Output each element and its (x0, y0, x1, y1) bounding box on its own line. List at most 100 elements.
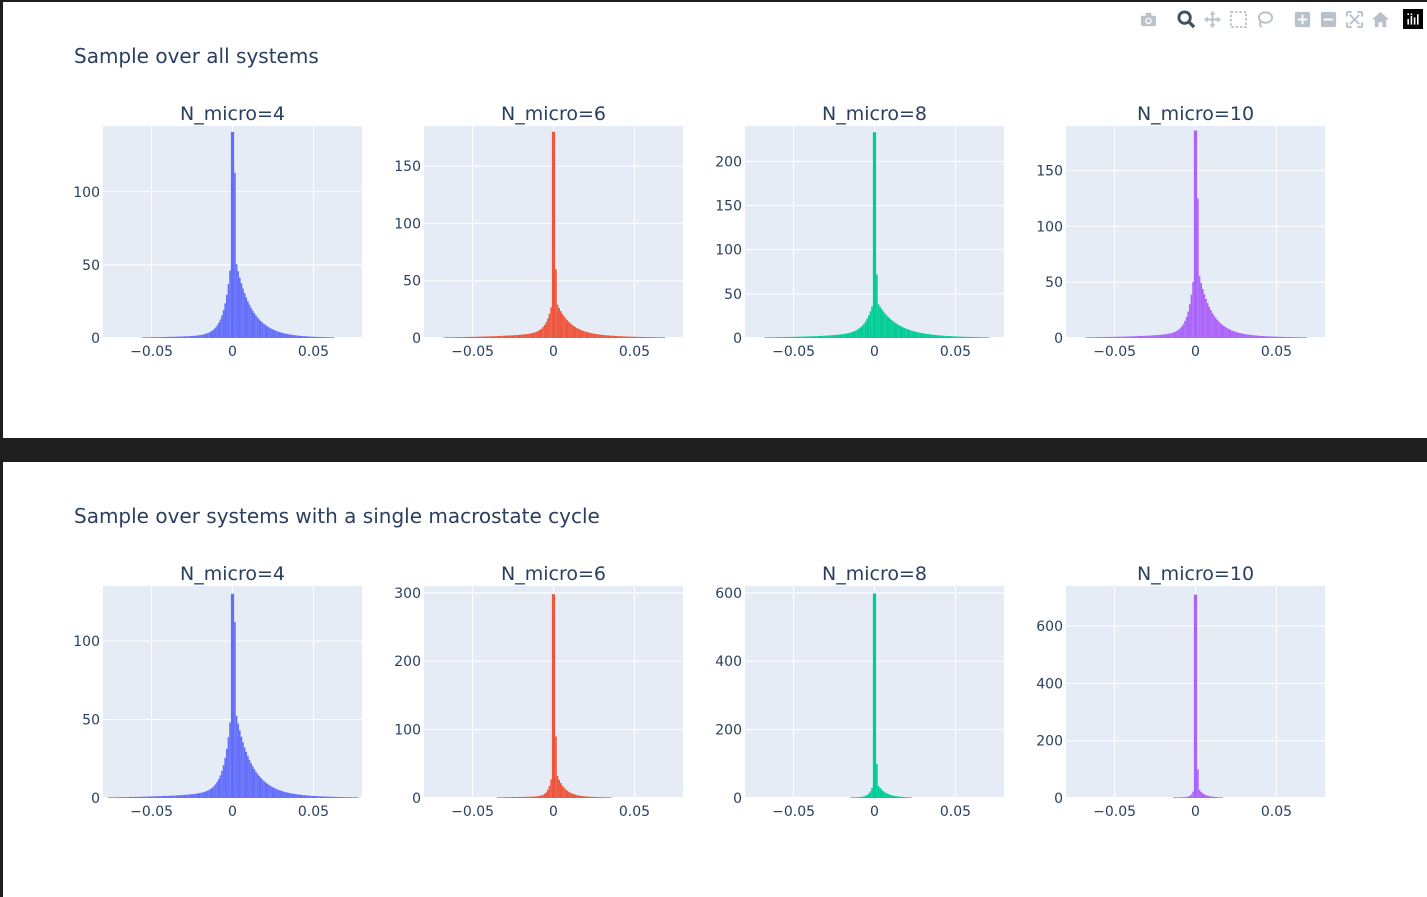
histogram-bar[interactable] (250, 307, 252, 338)
histogram-bar[interactable] (527, 796, 530, 798)
histogram-bar[interactable] (119, 797, 121, 798)
histogram-bar[interactable] (162, 336, 165, 338)
histogram-bar[interactable] (1195, 130, 1198, 338)
histogram-bar[interactable] (927, 334, 930, 338)
histogram-bar[interactable] (159, 337, 162, 338)
histogram-bar[interactable] (568, 791, 570, 798)
histogram-bar[interactable] (1193, 130, 1196, 338)
histogram-bar[interactable] (1263, 336, 1266, 338)
histogram-bar[interactable] (342, 797, 345, 798)
histogram-bar[interactable] (871, 787, 873, 798)
histogram-bar[interactable] (1224, 327, 1227, 338)
histogram-bar[interactable] (277, 331, 280, 338)
histogram-bar[interactable] (543, 793, 546, 798)
histogram-bar[interactable] (483, 336, 486, 338)
histogram-bar[interactable] (838, 334, 841, 338)
histogram-bar[interactable] (785, 336, 788, 338)
histogram-bar[interactable] (960, 336, 962, 338)
histogram-bar[interactable] (887, 794, 890, 798)
histogram-bar[interactable] (937, 335, 940, 338)
plotly-logo-icon[interactable] (1403, 9, 1423, 29)
histogram-bar[interactable] (903, 797, 906, 798)
histogram-bar[interactable] (261, 779, 264, 798)
histogram-bar[interactable] (158, 337, 160, 338)
histogram-bar[interactable] (1203, 294, 1206, 338)
histogram-bar[interactable] (961, 336, 964, 338)
histogram-bar[interactable] (804, 336, 807, 338)
histogram-bar[interactable] (1193, 594, 1196, 798)
histogram-bar[interactable] (529, 333, 531, 338)
histogram-bar[interactable] (120, 797, 123, 798)
histogram-bar[interactable] (1114, 336, 1117, 338)
histogram-bar[interactable] (572, 325, 575, 338)
histogram-bar[interactable] (487, 336, 489, 338)
histogram-bar[interactable] (861, 325, 864, 338)
histogram-bar[interactable] (597, 797, 599, 798)
histogram-bar[interactable] (326, 337, 329, 338)
histogram-bar[interactable] (347, 797, 350, 798)
histogram-bar[interactable] (548, 785, 551, 798)
histogram-bar[interactable] (261, 322, 264, 338)
histogram-bar[interactable] (190, 336, 193, 338)
histogram-bar[interactable] (623, 336, 625, 338)
histogram-bar[interactable] (161, 337, 163, 338)
histogram-bar[interactable] (443, 337, 446, 338)
histogram-bar[interactable] (117, 797, 120, 798)
histogram-bar[interactable] (563, 316, 565, 338)
histogram-bar[interactable] (285, 792, 288, 798)
histogram-bar[interactable] (245, 751, 248, 798)
histogram-bar[interactable] (164, 795, 167, 798)
histogram-bar[interactable] (475, 336, 478, 338)
histogram-bar[interactable] (850, 797, 852, 798)
histogram-bar[interactable] (1198, 789, 1201, 798)
histogram-bar[interactable] (208, 789, 210, 798)
histogram-bar[interactable] (490, 336, 492, 338)
histogram-bar[interactable] (324, 796, 327, 798)
histogram-bar[interactable] (161, 796, 163, 798)
histogram-bar[interactable] (1135, 336, 1138, 338)
histogram-bar[interactable] (593, 796, 596, 798)
histogram-bar[interactable] (185, 336, 188, 338)
histogram-bar[interactable] (323, 796, 325, 798)
histogram-bar[interactable] (621, 336, 624, 338)
histogram-bar[interactable] (298, 794, 301, 798)
histogram-bar[interactable] (1172, 797, 1175, 798)
histogram-bar[interactable] (559, 311, 562, 338)
histogram-bar[interactable] (506, 797, 509, 798)
histogram-bar[interactable] (913, 331, 915, 338)
histogram-bar[interactable] (926, 333, 928, 338)
histogram-bar[interactable] (306, 336, 309, 338)
histogram-bar[interactable] (141, 337, 144, 338)
histogram-bar[interactable] (1197, 198, 1199, 338)
histogram-bar[interactable] (952, 336, 954, 338)
histogram-bar[interactable] (973, 337, 975, 338)
histogram-bar[interactable] (111, 797, 113, 798)
histogram-bar[interactable] (780, 337, 783, 338)
histogram-bar[interactable] (1279, 336, 1282, 338)
histogram-bar[interactable] (889, 318, 891, 338)
histogram-bar[interactable] (260, 777, 262, 798)
histogram-bar[interactable] (866, 318, 869, 338)
histogram-bar[interactable] (204, 333, 207, 338)
histogram-bar[interactable] (498, 797, 501, 798)
histogram-bar[interactable] (211, 330, 214, 338)
histogram-bar[interactable] (469, 336, 471, 338)
histogram-bar[interactable] (634, 336, 637, 338)
histogram-bar[interactable] (274, 788, 277, 798)
histogram-bar[interactable] (929, 334, 932, 338)
histogram-bar[interactable] (230, 593, 233, 798)
histogram-bar[interactable] (234, 172, 236, 338)
histogram-bar[interactable] (655, 337, 658, 338)
histogram-bar[interactable] (911, 330, 914, 338)
histogram-bar[interactable] (284, 333, 286, 338)
histogram-bar[interactable] (775, 337, 778, 338)
histogram-bar[interactable] (1271, 336, 1274, 338)
histogram-bar[interactable] (1087, 337, 1089, 338)
histogram-bar[interactable] (772, 337, 775, 338)
histogram-bar[interactable] (858, 328, 860, 338)
histogram-bar[interactable] (812, 336, 815, 338)
histogram-bar[interactable] (198, 793, 201, 798)
histogram-bar[interactable] (300, 794, 303, 798)
histogram-bar[interactable] (879, 788, 881, 798)
histogram-bar[interactable] (446, 337, 449, 338)
